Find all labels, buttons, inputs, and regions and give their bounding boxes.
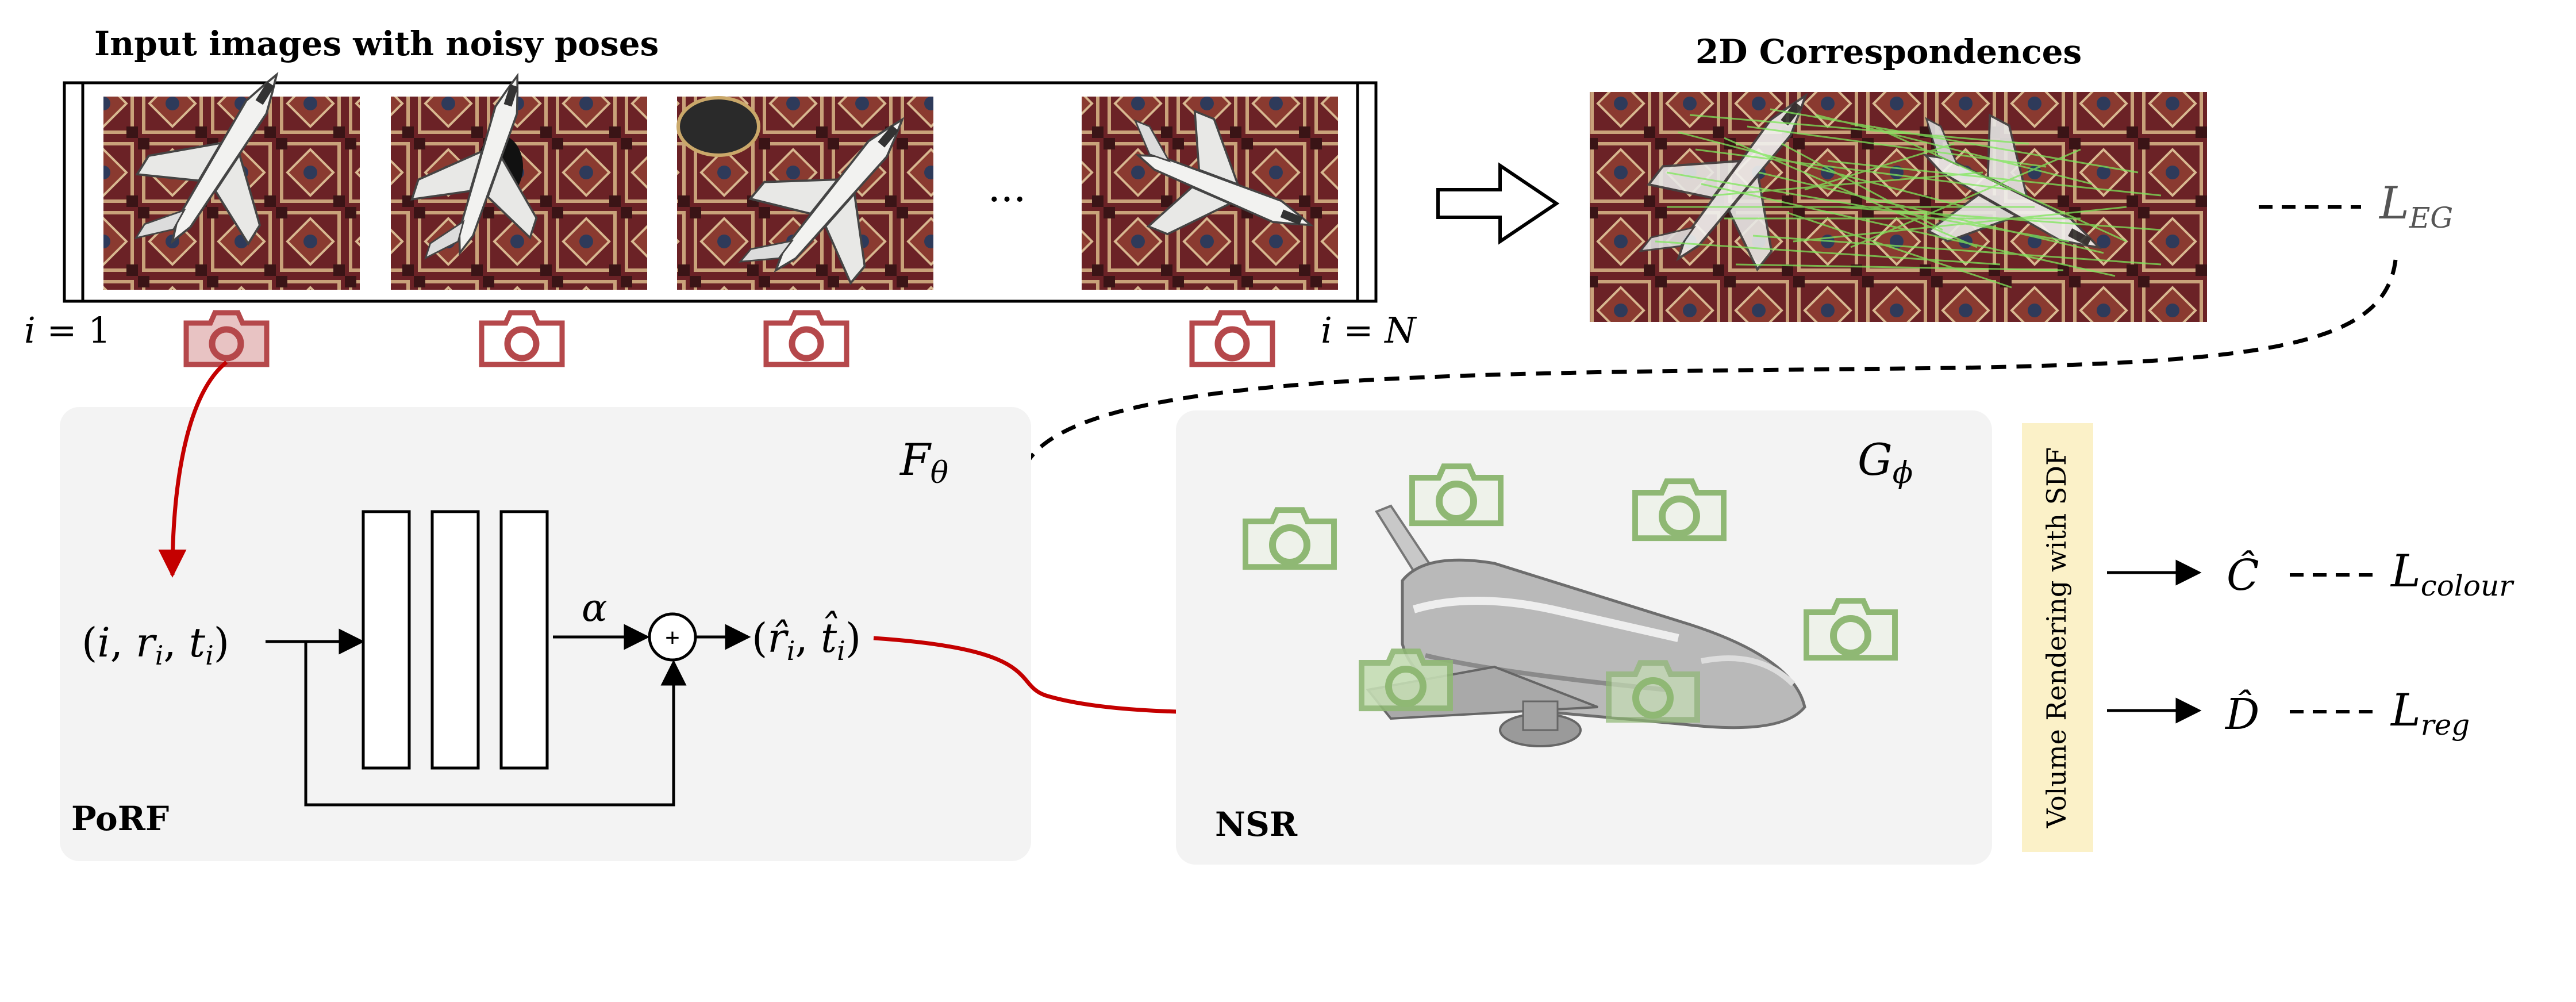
input-image-1[interactable]: [103, 39, 360, 291]
camera-icon-2[interactable]: [482, 313, 562, 364]
match-lines: [1655, 108, 2162, 289]
input-image-2[interactable]: [391, 55, 647, 290]
sum-node: +: [648, 612, 697, 662]
depth-output: D̂: [2224, 689, 2259, 739]
input-image-3[interactable]: [676, 76, 954, 327]
porf-output-pose: (r̂i, t̂i): [752, 611, 861, 666]
volume-rendering-box: Volume Rendering with SDF: [2022, 423, 2093, 852]
nsr-label: NSR: [1215, 805, 1298, 844]
nsr-function-symbol: Gϕ: [1858, 434, 1913, 490]
hollow-right-arrow: [1436, 162, 1560, 245]
nsr-camera-1[interactable]: [1245, 510, 1334, 567]
mlp-layer-3: [499, 510, 549, 770]
porf-input-pose: (i, ri, ti): [82, 619, 229, 671]
camera-icon-1-selected[interactable]: [186, 313, 267, 364]
nsr-camera-2[interactable]: [1412, 466, 1501, 523]
image-ellipsis: ...: [988, 164, 1026, 211]
nsr-camera-5[interactable]: [1362, 651, 1450, 708]
loss-reg: Lreg: [2390, 685, 2470, 742]
loss-colour: Lcolour: [2390, 546, 2515, 602]
input-image-n[interactable]: [1082, 90, 1338, 290]
colour-output: Ĉ: [2227, 549, 2259, 600]
nsr-camera-6[interactable]: [1609, 663, 1697, 720]
nsr-camera-3[interactable]: [1635, 481, 1724, 538]
nsr-camera-4[interactable]: [1806, 601, 1895, 658]
mlp-arrows: [266, 624, 751, 807]
index-last-label: i = N: [1321, 309, 1417, 351]
render-output-arrows: [2107, 559, 2202, 724]
alpha-symbol: α: [582, 586, 608, 630]
porf-function-symbol: Fθ: [899, 434, 948, 490]
index-first-label: i = 1: [24, 309, 111, 351]
mlp-layer-2: [430, 510, 480, 770]
red-arrow-camera-to-porf: [158, 360, 228, 578]
mlp-layer-1: [362, 510, 411, 770]
correspondences-title: 2D Correspondences: [1695, 32, 2082, 71]
camera-icon-n[interactable]: [1192, 313, 1272, 364]
svg-text:+: +: [665, 624, 680, 652]
loss-eg: LEG: [2378, 178, 2453, 235]
correspondence-image[interactable]: [1590, 52, 2207, 322]
volume-rendering-label: Volume Rendering with SDF: [2041, 447, 2072, 828]
porf-label: PoRF: [71, 799, 169, 838]
camera-icon-3[interactable]: [766, 313, 847, 364]
input-images-title: Input images with noisy poses: [94, 24, 659, 63]
